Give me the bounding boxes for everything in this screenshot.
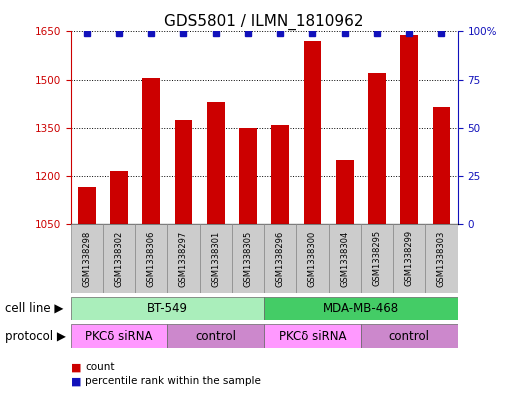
Bar	[368, 73, 386, 224]
Bar	[200, 224, 232, 293]
Text: GSM1338301: GSM1338301	[211, 230, 220, 286]
Bar	[297, 224, 328, 293]
Bar	[393, 224, 425, 293]
Text: cell line ▶: cell line ▶	[5, 302, 64, 315]
Text: protocol ▶: protocol ▶	[5, 329, 66, 343]
Text: control: control	[389, 329, 430, 343]
Title: GDS5801 / ILMN_1810962: GDS5801 / ILMN_1810962	[164, 14, 364, 30]
Text: GSM1338299: GSM1338299	[405, 230, 414, 286]
Text: count: count	[85, 362, 115, 373]
Bar	[271, 125, 289, 224]
Bar	[336, 160, 354, 224]
Text: GSM1338304: GSM1338304	[340, 230, 349, 286]
Bar	[425, 224, 458, 293]
Text: GSM1338306: GSM1338306	[147, 230, 156, 286]
Bar	[401, 35, 418, 224]
Bar	[328, 224, 361, 293]
Text: GSM1338297: GSM1338297	[179, 230, 188, 286]
Text: ■: ■	[71, 362, 81, 373]
Text: GSM1338302: GSM1338302	[115, 230, 123, 286]
Bar	[175, 120, 192, 224]
Bar	[103, 224, 135, 293]
Bar	[264, 224, 297, 293]
Text: control: control	[195, 329, 236, 343]
Bar	[167, 224, 200, 293]
Text: GSM1338295: GSM1338295	[372, 230, 381, 286]
Bar	[433, 107, 450, 224]
Bar	[239, 128, 257, 224]
Text: GSM1338300: GSM1338300	[308, 230, 317, 286]
Bar	[71, 297, 264, 320]
Text: GSM1338298: GSM1338298	[82, 230, 91, 286]
Bar	[264, 297, 458, 320]
Text: percentile rank within the sample: percentile rank within the sample	[85, 376, 261, 386]
Text: BT-549: BT-549	[147, 302, 188, 315]
Bar	[207, 102, 224, 224]
Text: GSM1338296: GSM1338296	[276, 230, 285, 286]
Bar	[71, 224, 103, 293]
Bar	[142, 78, 160, 224]
Bar	[71, 324, 167, 348]
Bar	[361, 324, 458, 348]
Bar	[264, 324, 361, 348]
Bar	[304, 41, 321, 224]
Bar	[361, 224, 393, 293]
Text: GSM1338303: GSM1338303	[437, 230, 446, 286]
Bar	[167, 324, 264, 348]
Bar	[135, 224, 167, 293]
Text: PKCδ siRNA: PKCδ siRNA	[85, 329, 153, 343]
Bar	[232, 224, 264, 293]
Text: PKCδ siRNA: PKCδ siRNA	[279, 329, 346, 343]
Text: ■: ■	[71, 376, 81, 386]
Bar	[78, 187, 96, 224]
Text: GSM1338305: GSM1338305	[244, 230, 253, 286]
Bar	[110, 171, 128, 224]
Text: MDA-MB-468: MDA-MB-468	[323, 302, 399, 315]
